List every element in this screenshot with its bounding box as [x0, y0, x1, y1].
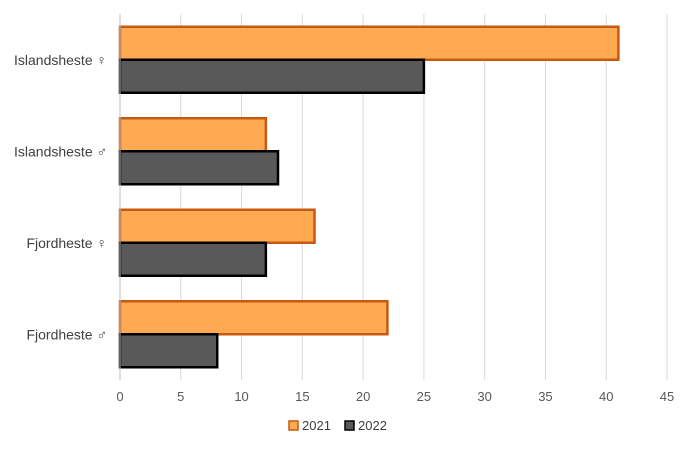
x-tick-label: 40 [599, 389, 613, 404]
x-tick-label: 45 [660, 389, 674, 404]
category-label: Islandsheste ♀ [14, 52, 107, 68]
category-label: Fjordheste ♂ [26, 326, 107, 342]
x-tick-label: 15 [295, 389, 309, 404]
x-tick-label: 25 [417, 389, 431, 404]
legend-swatch-2022 [344, 420, 355, 431]
category-label: Fjordheste ♀ [26, 235, 107, 251]
bar-2021-3 [118, 300, 389, 336]
legend: 2021 2022 [288, 418, 387, 433]
category-label: Islandsheste ♂ [14, 143, 107, 159]
legend-label-2021: 2021 [302, 418, 331, 433]
bar-2022-2 [118, 241, 268, 277]
x-tick-label: 10 [234, 389, 248, 404]
x-tick-label: 35 [538, 389, 552, 404]
x-tick-label: 20 [356, 389, 370, 404]
bar-2021-2 [118, 208, 316, 244]
bars [118, 25, 620, 369]
bar-2022-0 [118, 58, 426, 94]
axes: 0 5 10 15 20 25 30 35 40 45 Islandsheste ♀ Islandsh… [14, 14, 674, 404]
bar-2021-1 [118, 117, 268, 153]
x-tick-label: 5 [177, 389, 184, 404]
legend-swatch-2021 [288, 420, 299, 431]
bar-2022-3 [118, 333, 219, 369]
bar-2021-0 [118, 25, 620, 61]
bar-2022-1 [118, 150, 280, 186]
x-tick-label: 30 [477, 389, 491, 404]
legend-label-2022: 2022 [358, 418, 387, 433]
x-tick-label: 0 [116, 389, 123, 404]
